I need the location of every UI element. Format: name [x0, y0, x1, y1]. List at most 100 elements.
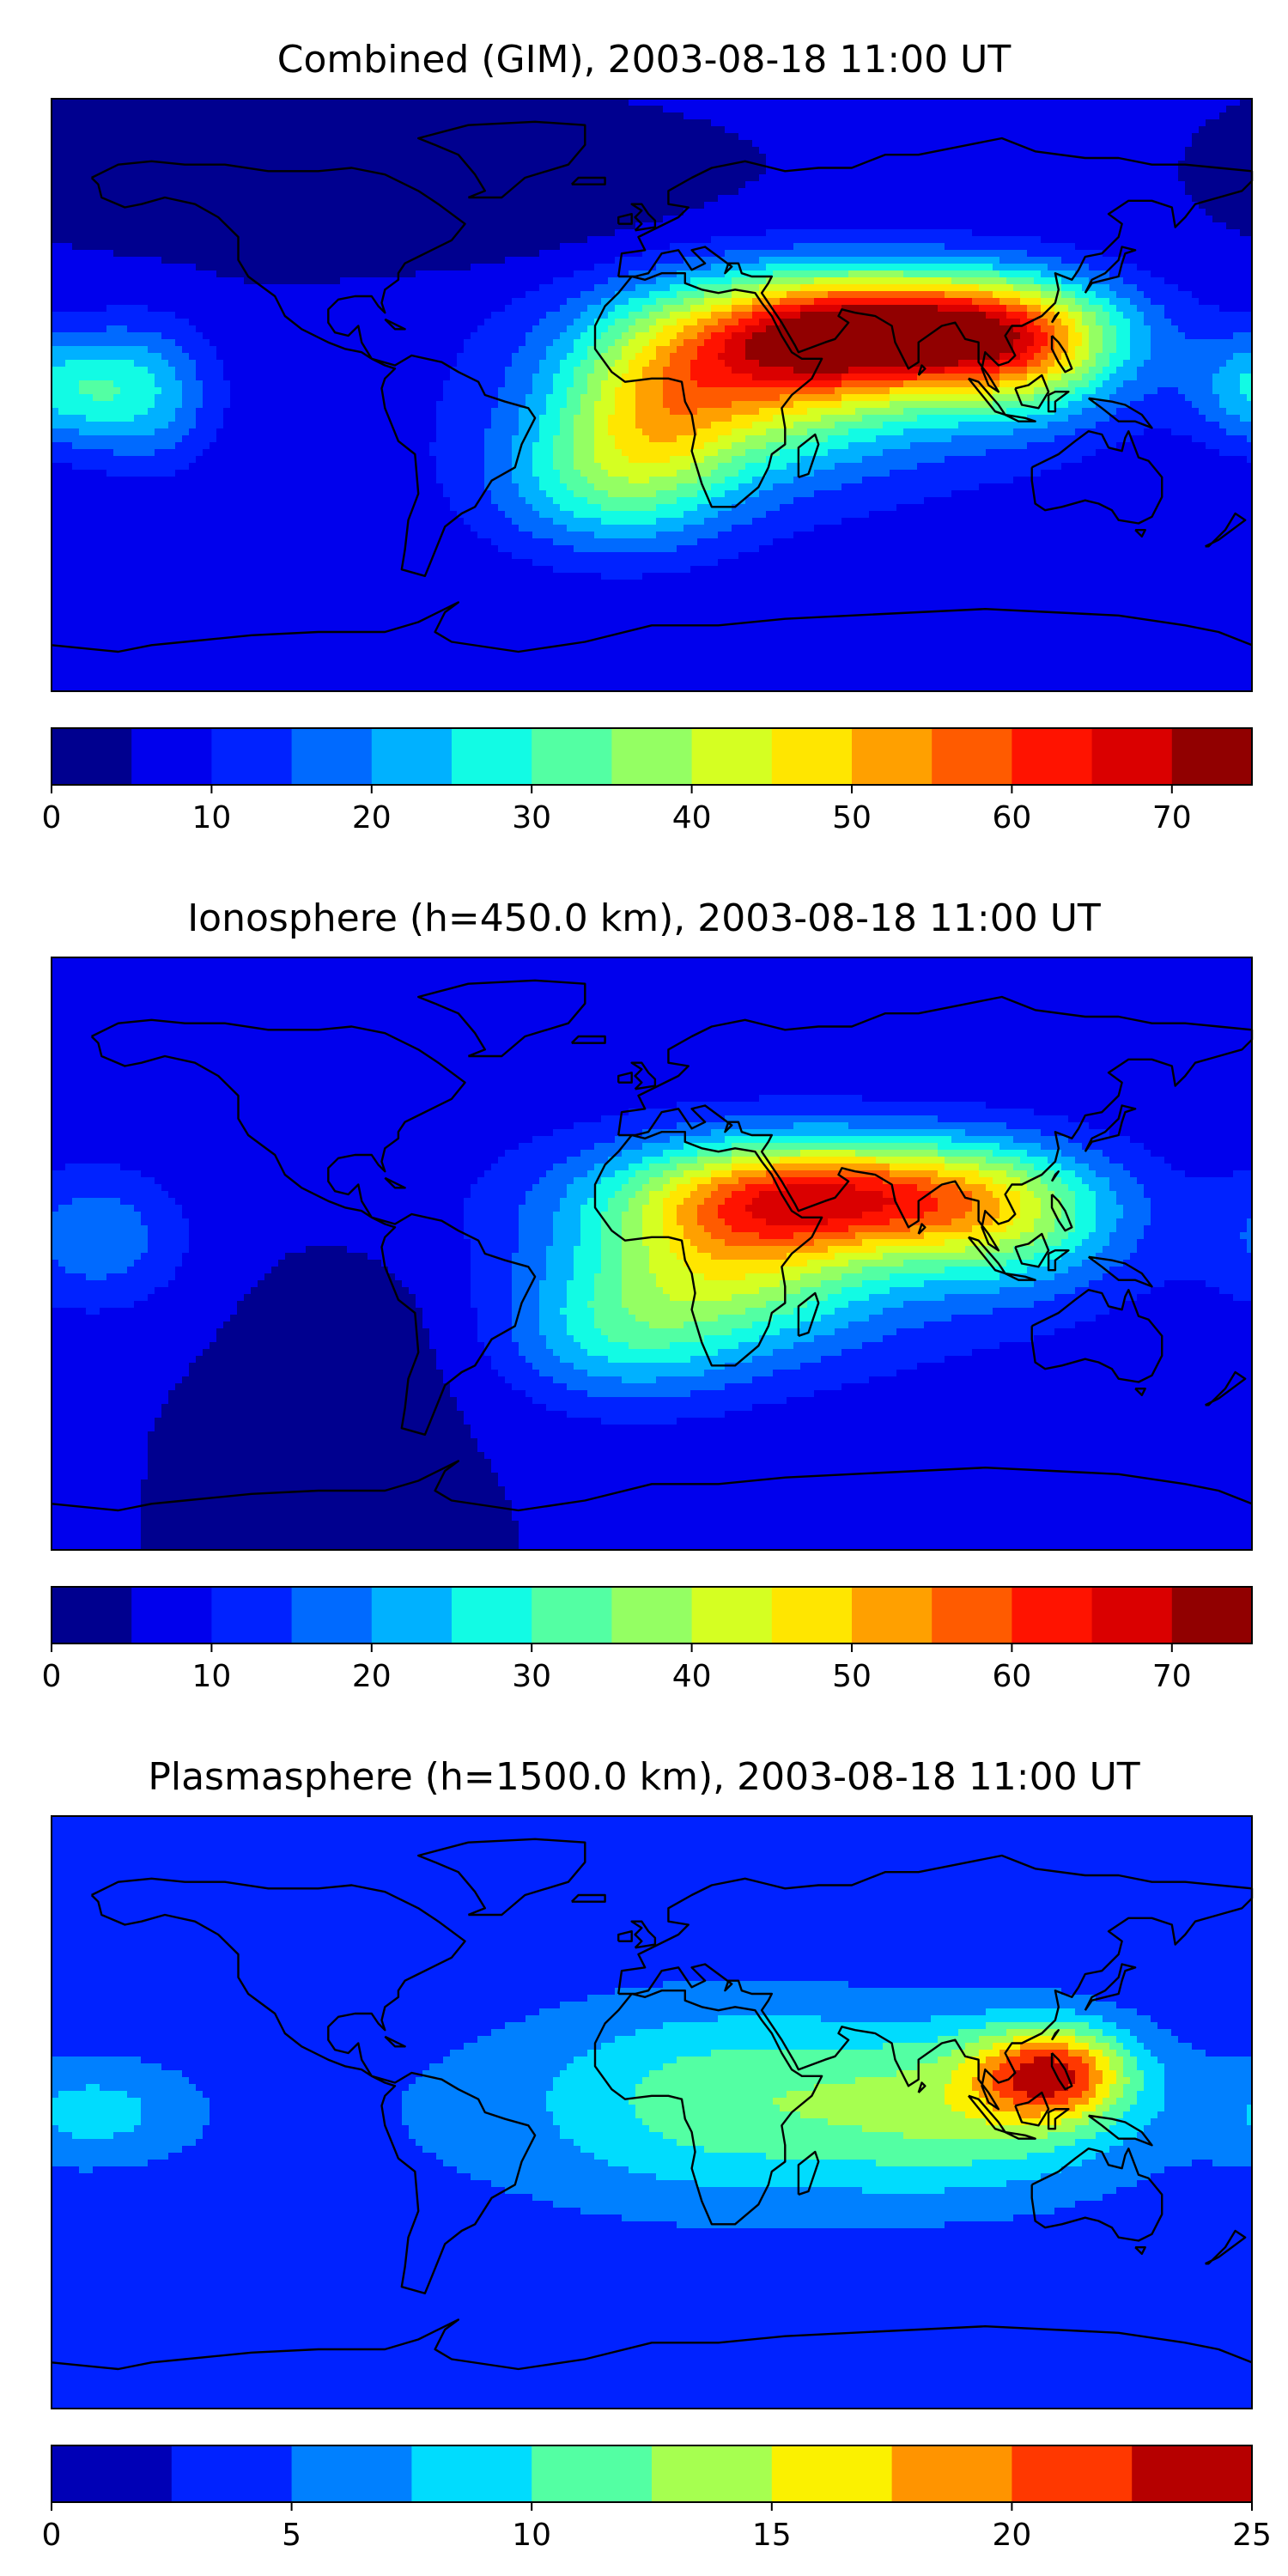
heatmap-cell	[491, 284, 499, 292]
heatmap-cell	[79, 250, 87, 258]
heatmap-cell	[326, 126, 334, 134]
heatmap-cell	[313, 222, 320, 230]
heatmap-cell	[216, 154, 224, 161]
heatmap-cell	[477, 112, 485, 120]
heatmap-cell	[635, 99, 643, 106]
heatmap-cell	[1089, 222, 1097, 230]
heatmap-cell	[223, 264, 231, 271]
heatmap-cell	[1171, 277, 1179, 285]
heatmap-cell	[780, 133, 787, 141]
heatmap-cell	[766, 209, 774, 216]
heatmap-cell	[718, 126, 726, 134]
heatmap-cell	[429, 119, 437, 127]
heatmap-cell	[443, 264, 451, 271]
heatmap-cell	[800, 161, 808, 168]
heatmap-cell	[752, 229, 760, 237]
heatmap-cell	[86, 284, 94, 292]
heatmap-cell	[539, 229, 547, 237]
heatmap-cell	[1226, 181, 1234, 189]
heatmap-cell	[931, 229, 939, 237]
heatmap-cell	[622, 119, 629, 127]
heatmap-cell	[690, 140, 698, 148]
heatmap-cell	[72, 181, 80, 189]
heatmap-cell	[835, 243, 842, 251]
heatmap-cell	[1116, 140, 1124, 148]
heatmap-cell	[608, 250, 616, 258]
heatmap-cell	[1006, 243, 1014, 251]
heatmap-cell	[649, 154, 657, 161]
heatmap-cell	[979, 154, 987, 161]
heatmap-cell	[1089, 209, 1097, 216]
heatmap-cell	[594, 216, 602, 223]
heatmap-cell	[113, 277, 121, 285]
heatmap-cell	[793, 112, 801, 120]
heatmap-cell	[924, 229, 932, 237]
heatmap-cell	[855, 188, 863, 196]
heatmap-cell	[244, 126, 252, 134]
heatmap-cell	[52, 140, 59, 148]
heatmap-cell	[361, 216, 368, 223]
heatmap-cell	[526, 222, 533, 230]
heatmap-cell	[1199, 112, 1206, 120]
heatmap-cell	[903, 243, 911, 251]
heatmap-cell	[1006, 140, 1014, 148]
heatmap-cell	[965, 174, 973, 182]
heatmap-cell	[340, 188, 348, 196]
heatmap-cell	[814, 257, 822, 264]
heatmap-cell	[319, 99, 327, 106]
heatmap-cell	[1034, 195, 1042, 203]
heatmap-cell	[773, 106, 781, 113]
heatmap-cell	[79, 133, 87, 141]
heatmap-cell	[1027, 140, 1035, 148]
heatmap-cell	[1164, 188, 1172, 196]
heatmap-cell	[883, 243, 890, 251]
heatmap-cell	[1006, 284, 1014, 292]
heatmap-cell	[546, 202, 554, 210]
heatmap-cell	[223, 106, 231, 113]
heatmap-cell	[278, 209, 286, 216]
heatmap-cell	[134, 216, 142, 223]
heatmap-cell	[1109, 216, 1117, 223]
heatmap-cell	[1054, 216, 1062, 223]
heatmap-cell	[807, 106, 815, 113]
heatmap-cell	[560, 174, 568, 182]
heatmap-cell	[1144, 188, 1151, 196]
heatmap-cell	[608, 264, 616, 271]
heatmap-cell	[526, 291, 533, 299]
heatmap-cell	[972, 99, 980, 106]
heatmap-cell	[1109, 202, 1117, 210]
heatmap-cell	[814, 106, 822, 113]
heatmap-cell	[1123, 119, 1131, 127]
heatmap-cell	[629, 270, 636, 278]
heatmap-cell	[1212, 243, 1220, 251]
heatmap-cell	[910, 236, 918, 244]
heatmap-cell	[1027, 161, 1035, 168]
heatmap-cell	[649, 284, 657, 292]
heatmap-cell	[553, 264, 561, 271]
heatmap-cell	[1192, 209, 1200, 216]
heatmap-cell	[223, 209, 231, 216]
heatmap-cell	[615, 250, 623, 258]
heatmap-cell	[979, 181, 987, 189]
heatmap-cell	[306, 106, 313, 113]
heatmap-cell	[917, 161, 925, 168]
heatmap-cell	[999, 119, 1007, 127]
heatmap-cell	[1130, 195, 1138, 203]
heatmap-cell	[690, 202, 698, 210]
heatmap-cell	[677, 154, 684, 161]
heatmap-cell	[773, 284, 781, 292]
heatmap-cell	[175, 119, 183, 127]
heatmap-cell	[127, 99, 135, 106]
heatmap-cell	[848, 270, 856, 278]
heatmap-cell	[189, 99, 197, 106]
heatmap-cell	[855, 154, 863, 161]
heatmap-cell	[704, 147, 712, 155]
heatmap-cell	[443, 291, 451, 299]
heatmap-cell	[738, 216, 746, 223]
heatmap-cell	[1171, 119, 1179, 127]
heatmap-cell	[519, 270, 526, 278]
heatmap-cell	[1027, 257, 1035, 264]
heatmap-cell	[938, 270, 945, 278]
heatmap-cell	[587, 284, 595, 292]
heatmap-cell	[690, 181, 698, 189]
